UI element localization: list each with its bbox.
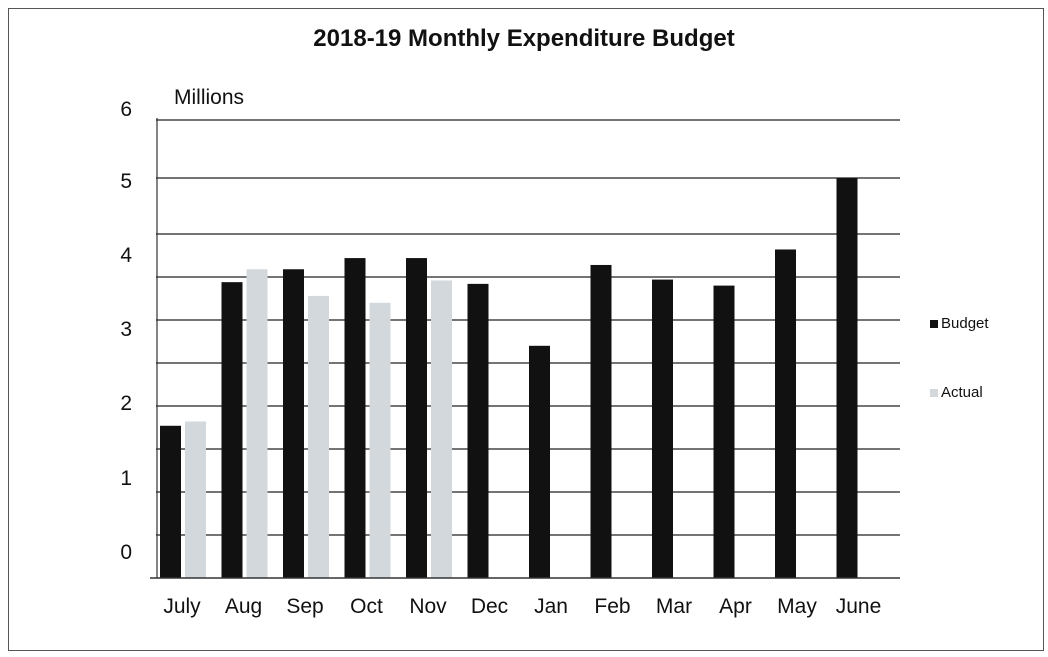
y-unit-label: Millions <box>174 86 245 109</box>
x-tick-label: Mar <box>655 595 693 618</box>
bar-actual-aug <box>246 269 268 578</box>
legend-label-actual: Actual <box>941 384 983 401</box>
legend-swatch-actual <box>930 388 938 397</box>
x-tick-label: Apr <box>719 595 752 618</box>
bar-actual-july <box>185 421 206 578</box>
x-tick-label: Nov <box>409 595 447 618</box>
bar-budget-may <box>775 249 796 579</box>
x-tick-label: Aug <box>224 595 263 618</box>
bar-budget-dec <box>467 283 489 578</box>
x-tick-label: Oct <box>350 595 383 618</box>
bar-budget-sep <box>283 269 304 578</box>
bar-actual-oct <box>369 302 391 578</box>
bar-budget-jan <box>529 345 550 578</box>
y-tick-label: 3 <box>120 318 132 341</box>
bar-budget-oct <box>344 258 366 578</box>
y-tick-label: 0 <box>120 541 132 564</box>
y-tick-label: 4 <box>120 244 132 267</box>
legend-item-budget: Budget <box>930 315 989 332</box>
y-tick-label: 2 <box>120 392 132 415</box>
x-tick-label: Jan <box>534 595 568 618</box>
x-tick-label: Dec <box>470 595 509 618</box>
y-tick-label: 1 <box>120 467 132 490</box>
chart-title: 2018-19 Monthly Expenditure Budget <box>313 25 735 52</box>
bar-budget-apr <box>713 285 735 578</box>
bar-actual-nov <box>431 280 452 578</box>
bar-budget-feb <box>590 264 612 578</box>
x-tick-label: June <box>835 595 882 618</box>
bar-budget-mar <box>652 279 673 578</box>
y-tick-label: 6 <box>120 98 132 121</box>
bar-budget-nov <box>406 258 427 578</box>
x-tick-label: July <box>163 595 201 618</box>
legend-label-budget: Budget <box>941 315 989 332</box>
legend-item-actual: Actual <box>930 384 983 401</box>
x-tick-label: Feb <box>594 595 631 618</box>
bar-budget-july <box>160 425 181 578</box>
x-tick-label: May <box>777 595 817 618</box>
bar-budget-june <box>836 178 858 578</box>
x-tick-label: Sep <box>286 595 324 618</box>
y-tick-label: 5 <box>120 170 132 193</box>
legend-swatch-budget <box>930 319 938 328</box>
bar-budget-aug <box>221 282 243 578</box>
bar-actual-sep <box>308 295 329 578</box>
